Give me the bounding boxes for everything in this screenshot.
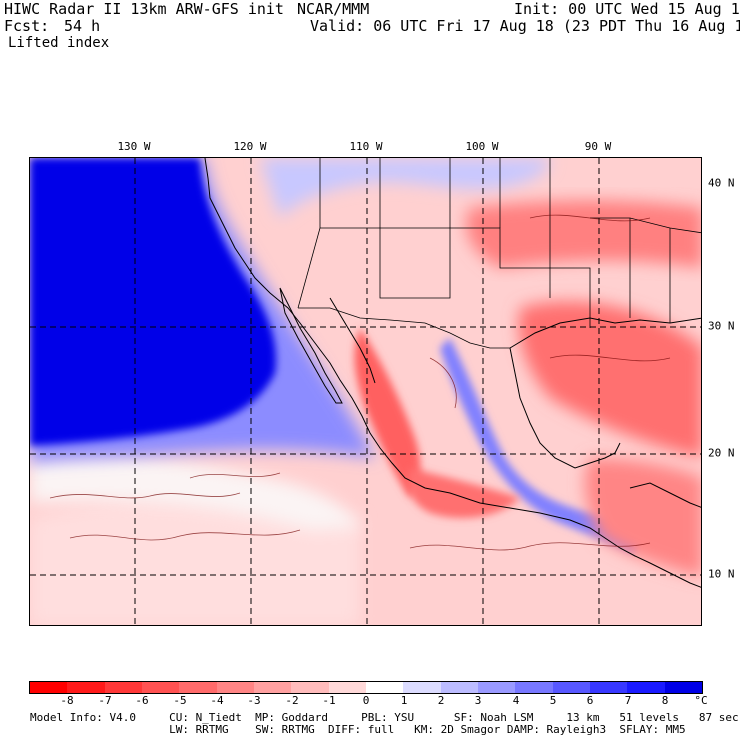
colorbar-tick: -1 [322,694,336,707]
plains-red [466,200,701,268]
organization: NCAR/MMM [297,0,370,18]
colorbar-swatch [216,682,254,693]
model-title: HIWC Radar II 13km ARW-GFS init [4,0,284,18]
southern-ocean-field [30,500,360,625]
colorbar-tick: 1 [400,694,408,707]
colorbar-swatch [67,682,105,693]
colorbar-swatch [589,682,628,693]
colorbar-swatch [627,682,665,693]
colorbar-tick: 6 [586,694,594,707]
init-time: Init: 00 UTC Wed 15 Aug 18 [514,0,740,18]
colorbar-swatch [291,682,329,693]
lat-label-20n: 20 N [708,446,735,460]
caribbean-red [584,458,701,578]
colorbar-swatch [664,682,702,693]
colorbar-tick: -2 [285,694,299,707]
colorbar-tick: 2 [437,694,445,707]
lat-label-30n: 30 N [708,319,735,333]
colorbar-swatch [515,682,553,693]
colorbar-tick: 5 [549,694,557,707]
colorbar-swatch [104,682,142,693]
gulf-red [518,301,701,458]
colorbar-swatch [365,682,404,693]
model-info-line1: Model Info: V4.0 CU: N_Tiedt MP: Goddard… [30,711,739,724]
lifted-index-map [29,157,702,626]
white-band [30,454,360,530]
colorbar-tick: -7 [98,694,112,707]
forecast-label: Fcst: [4,17,50,35]
colorbar-tick: 0 [362,694,370,707]
valid-time: Valid: 06 UTC Fri 17 Aug 18 (23 PDT Thu … [310,17,740,35]
colorbar [29,681,703,694]
political-borders [297,158,701,349]
coastlines [204,158,701,588]
colorbar-tick: -4 [210,694,224,707]
lon-label-130w: 130 W [117,140,151,153]
map-canvas [30,158,701,625]
colorbar-tick: 3 [474,694,482,707]
lat-label-40n: 40 N [708,176,735,190]
colorbar-swatch [141,682,180,693]
contour-lines [49,214,671,551]
lon-label-110w: 110 W [349,140,383,153]
lon-label-90w: 90 W [584,140,612,153]
colorbar-tick: -3 [247,694,261,707]
colorbar-swatch [179,682,217,693]
colorbar-tick: -5 [173,694,187,707]
colorbar-swatch [328,682,366,693]
model-info-line2: LW: RRTMG SW: RRTMG DIFF: full KM: 2D Sm… [30,723,686,736]
colorbar-tick: 8 [661,694,669,707]
colorbar-swatch [403,682,441,693]
graticule [30,158,701,625]
colorbar-swatch [253,682,292,693]
lon-label-120w: 120 W [233,140,267,153]
forecast-hour: 54 h [64,17,101,35]
colorbar-tick: 4 [512,694,520,707]
northern-blue-plume [260,158,550,218]
lon-label-100w: 100 W [465,140,499,153]
colorbar-unit: °C [694,694,708,707]
lat-label-10n: 10 N [708,567,735,581]
field-name: Lifted index [8,35,110,51]
colorbar-swatch [552,682,590,693]
colorbar-swatch [30,682,68,693]
pacific-blue-core [30,158,276,446]
colorbar-tick: -8 [60,694,74,707]
colorbar-swatch [477,682,516,693]
colorbar-tick: 7 [624,694,632,707]
colorbar-swatch [440,682,478,693]
colorbar-tick: -6 [135,694,149,707]
